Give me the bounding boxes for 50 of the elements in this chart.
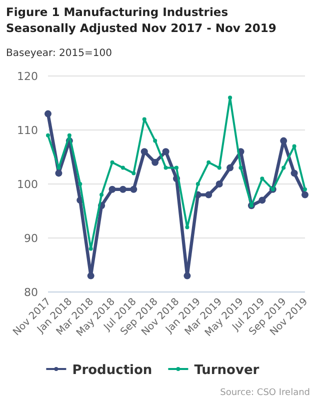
- point: [56, 166, 61, 170]
- point: [184, 272, 191, 280]
- point: [152, 158, 159, 166]
- point: [282, 166, 286, 170]
- point: [206, 160, 211, 164]
- point: [290, 170, 298, 177]
- point: [185, 225, 190, 230]
- point: [88, 246, 93, 251]
- point: [292, 144, 296, 148]
- point: [226, 164, 234, 172]
- point: [46, 133, 50, 138]
- point: [130, 186, 138, 193]
- point: [140, 148, 148, 156]
- point: [174, 166, 178, 170]
- point: [217, 166, 222, 170]
- chart-subtitle: Baseyear: 2015=100: [6, 48, 112, 59]
- point: [100, 192, 104, 197]
- point: [196, 182, 200, 186]
- point: [153, 138, 158, 143]
- source-note: Source: CSO Ireland: [220, 388, 310, 398]
- point: [258, 196, 266, 204]
- point: [216, 180, 223, 188]
- point: [108, 186, 116, 193]
- legend-label: Turnover: [194, 363, 260, 378]
- point: [119, 186, 126, 193]
- point: [67, 133, 72, 138]
- y-tick-label: 110: [17, 124, 38, 137]
- point: [120, 166, 125, 170]
- point: [260, 176, 264, 181]
- point: [205, 191, 212, 198]
- y-tick-label: 90: [24, 232, 38, 245]
- y-tick-label: 120: [17, 70, 38, 83]
- point: [55, 170, 62, 177]
- point: [238, 166, 243, 170]
- point: [78, 182, 82, 186]
- y-tick-label: 80: [24, 286, 38, 299]
- legend-label: Production: [72, 363, 152, 378]
- point: [228, 96, 232, 100]
- point: [142, 117, 146, 122]
- point: [162, 148, 170, 156]
- point: [302, 191, 308, 198]
- point: [164, 166, 168, 170]
- point: [303, 187, 307, 192]
- point: [87, 272, 94, 280]
- y-tick-label: 100: [17, 178, 38, 191]
- point: [44, 110, 52, 118]
- point: [132, 171, 136, 176]
- point: [280, 137, 288, 144]
- chart-title: Figure 1 Manufacturing Industries Seasonally Adjusted Nov 2017 - Nov 2019: [6, 5, 276, 35]
- point: [110, 160, 114, 164]
